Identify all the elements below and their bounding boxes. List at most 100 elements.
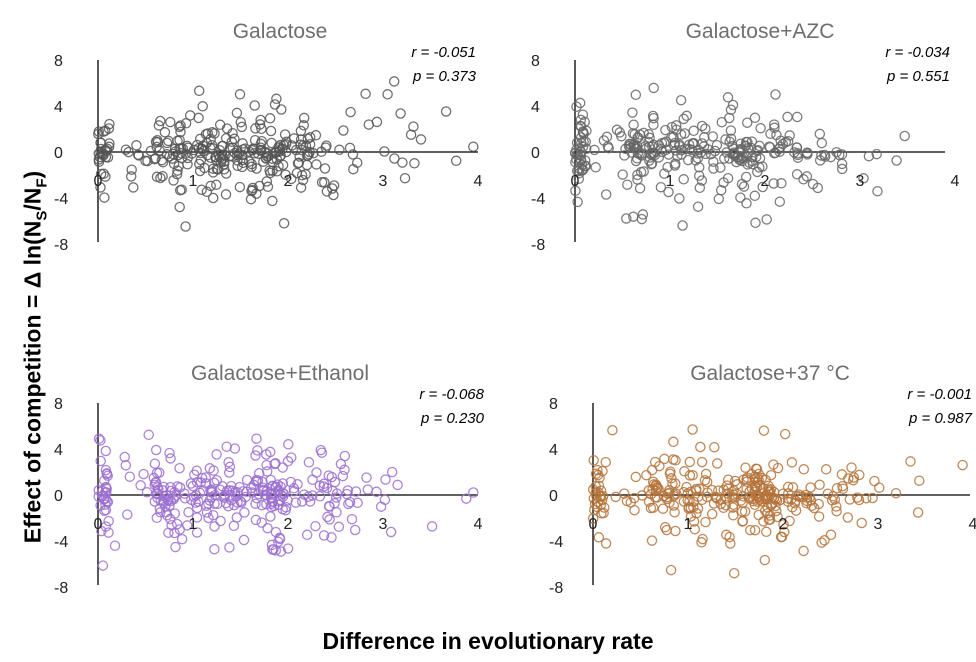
data-point (236, 121, 248, 133)
data-point (256, 517, 267, 528)
data-point (468, 487, 479, 498)
data-point (468, 141, 479, 152)
data-point (914, 475, 925, 486)
data-point (798, 174, 809, 185)
data-point (700, 148, 711, 160)
data-point (630, 141, 641, 152)
data-point (298, 489, 310, 500)
data-point (724, 136, 735, 147)
data-point (753, 509, 764, 521)
data-point (128, 182, 139, 193)
data-point (802, 149, 813, 160)
data-point (363, 119, 375, 130)
data-point (792, 152, 804, 163)
data-point (314, 491, 326, 502)
data-point (722, 172, 734, 184)
data-point (854, 469, 865, 481)
data-point (782, 493, 794, 504)
data-point (782, 481, 794, 493)
data-point (93, 485, 104, 496)
y-tick-label: 4 (531, 99, 540, 116)
data-point (816, 137, 828, 149)
data-point (123, 146, 134, 158)
data-point (589, 504, 600, 516)
data-point (375, 501, 387, 512)
data-point (99, 192, 110, 203)
data-point (666, 473, 677, 484)
data-point (912, 507, 924, 518)
data-point (863, 150, 875, 162)
data-point (782, 111, 793, 123)
data-point (103, 515, 114, 527)
data-point (571, 149, 583, 161)
x-tick-label: 2 (284, 173, 293, 190)
data-point (589, 144, 600, 156)
data-point (675, 129, 687, 140)
data-point (95, 435, 106, 446)
data-point (262, 522, 273, 534)
data-point (329, 498, 340, 509)
x-tick-label: 0 (94, 516, 103, 533)
x-tick-label: 3 (874, 516, 883, 533)
x-tick-label: 0 (571, 173, 580, 190)
data-point (691, 483, 702, 495)
data-point (168, 494, 179, 505)
data-point (283, 439, 294, 450)
data-point (627, 128, 639, 139)
data-point (150, 136, 162, 147)
data-point (224, 461, 236, 473)
data-point (688, 125, 699, 137)
data-point (350, 486, 362, 497)
data-point (674, 193, 685, 204)
x-tick-label: 3 (379, 516, 388, 533)
r-value-label: r = -0.034 (885, 44, 950, 61)
data-point (153, 120, 165, 131)
data-point (182, 142, 194, 153)
data-point (256, 123, 267, 135)
data-point (590, 162, 601, 173)
data-point (751, 463, 763, 475)
data-point (269, 99, 281, 110)
data-point (770, 500, 781, 512)
data-point (250, 450, 261, 461)
data-point (103, 527, 114, 538)
data-point (630, 471, 642, 483)
panel-1: Galactose r = -0.051 p = 0.373 8 4 0 -4 -8 0 1 2 3 4 (54, 20, 483, 254)
data-point (205, 133, 216, 145)
data-point (193, 85, 205, 97)
data-point (692, 491, 704, 502)
data-point (205, 486, 217, 498)
data-point (231, 149, 243, 161)
data-point (756, 472, 768, 484)
data-point (708, 163, 719, 174)
data-point (143, 429, 154, 441)
panel-title: Galactose (233, 20, 328, 43)
data-point (778, 519, 789, 530)
data-point (163, 135, 174, 147)
data-point (720, 499, 732, 511)
data-point (844, 494, 856, 505)
data-point (695, 441, 706, 453)
data-point (339, 464, 350, 476)
data-point (623, 141, 635, 152)
data-point (333, 521, 345, 533)
panel-3: Galactose+Ethanol r = -0.068 p = 0.230 8 4 0 -… (54, 362, 485, 597)
data-point (572, 196, 583, 208)
data-point (380, 474, 391, 485)
data-point (713, 193, 725, 205)
r-value-label: r = -0.001 (907, 386, 972, 403)
data-point (298, 112, 310, 124)
data-point (595, 485, 607, 496)
data-point (234, 481, 245, 493)
data-point (735, 138, 746, 149)
data-point (270, 481, 282, 493)
y-tick-label: 4 (549, 442, 558, 459)
data-point (692, 201, 704, 212)
data-point (221, 441, 232, 452)
data-point (237, 149, 248, 161)
data-point (292, 158, 304, 169)
data-point (669, 139, 680, 151)
data-point (648, 82, 659, 94)
data-point (395, 108, 406, 119)
